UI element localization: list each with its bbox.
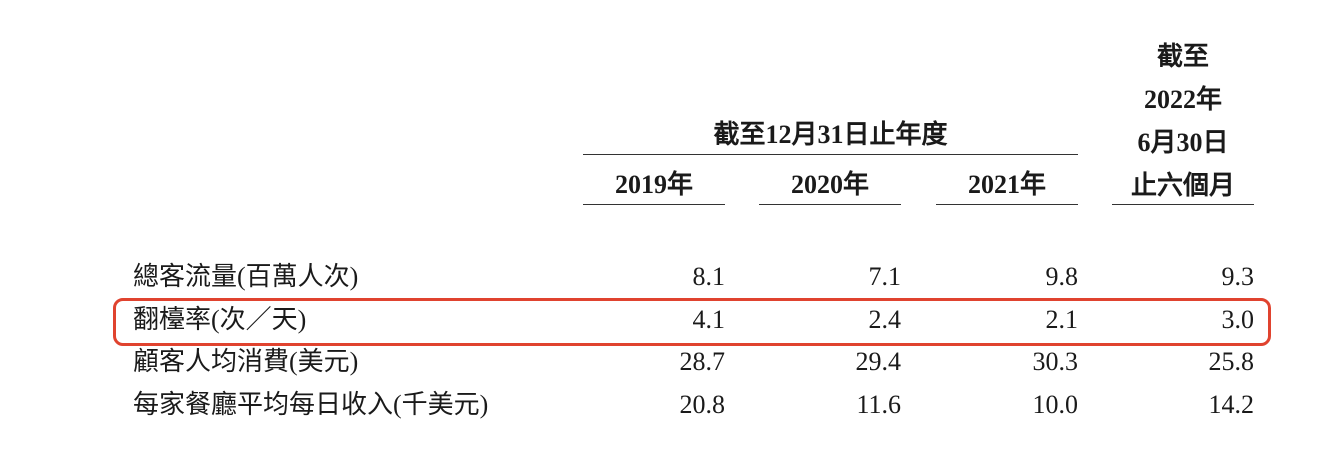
cell-value: 2.4 — [868, 305, 902, 334]
column-header-line: 止六個月 — [1130, 171, 1235, 200]
column-header: 2020年 — [790, 170, 869, 199]
row-highlight — [113, 298, 1271, 346]
cell-value: 9.3 — [1221, 262, 1255, 291]
group-rule — [583, 154, 1078, 155]
cell-value: 14.2 — [1208, 390, 1255, 419]
column-header-line: 截至 — [1156, 42, 1209, 71]
cell-value: 2.1 — [1045, 305, 1079, 334]
cell-value: 25.8 — [1208, 347, 1255, 376]
group-header: 截至12月31日止年度 — [713, 120, 948, 149]
column-rule — [759, 204, 901, 205]
cell-value: 11.6 — [856, 390, 901, 419]
column-header: 2021年 — [967, 170, 1046, 199]
row-label: 總客流量(百萬人次) — [133, 262, 359, 291]
cell-value: 20.8 — [679, 390, 726, 419]
cell-value: 7.1 — [868, 262, 902, 291]
column-rule — [1112, 204, 1254, 205]
column-rule — [583, 204, 725, 205]
column-header-line: 2022年 — [1143, 85, 1222, 114]
cell-value: 8.1 — [692, 262, 726, 291]
cell-value: 3.0 — [1221, 305, 1255, 334]
cell-value: 9.8 — [1045, 262, 1079, 291]
column-header-line: 6月30日 — [1137, 128, 1229, 157]
cell-value: 10.0 — [1032, 390, 1079, 419]
cell-value: 4.1 — [692, 305, 726, 334]
row-label: 翻檯率(次／天) — [133, 305, 307, 334]
row-label: 每家餐廳平均每日收入(千美元) — [133, 390, 489, 419]
column-rule — [936, 204, 1078, 205]
cell-value: 30.3 — [1032, 347, 1079, 376]
cell-value: 28.7 — [679, 347, 726, 376]
cell-value: 29.4 — [855, 347, 902, 376]
column-header: 2019年 — [614, 170, 693, 199]
row-label: 顧客人均消費(美元) — [133, 347, 359, 376]
